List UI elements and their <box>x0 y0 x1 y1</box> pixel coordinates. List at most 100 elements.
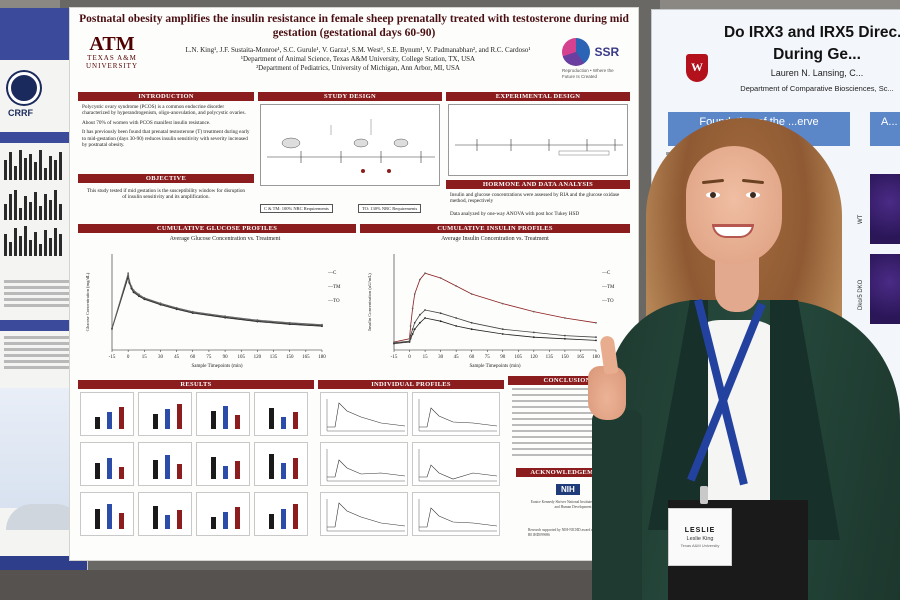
section-objective: OBJECTIVE <box>78 174 254 183</box>
data-point <box>411 328 414 331</box>
right-poster: Do IRX3 and IRX5 Direc... During Ge... W… <box>652 10 900 550</box>
result-bar <box>153 506 158 529</box>
result-bar <box>211 517 216 529</box>
data-point <box>501 328 504 331</box>
insulin-chart-title: Average Insulin Concentration vs. Treatm… <box>441 236 549 242</box>
result-bar <box>269 514 274 529</box>
result-bar-panel <box>196 492 250 536</box>
data-point <box>470 321 473 324</box>
texas-am-logo: ATM TEXAS A&M UNIVERSITY <box>80 34 144 70</box>
x-tick-label: -15 <box>391 355 398 360</box>
section-results: RESULTS <box>78 380 314 389</box>
data-point <box>393 341 395 343</box>
data-point <box>470 328 473 331</box>
data-point <box>321 323 323 326</box>
legend-entry: —C <box>601 271 611 276</box>
data-point <box>595 339 597 342</box>
individual-profile-panel <box>412 392 500 436</box>
crrf-logo-text: CRRF <box>8 108 33 118</box>
individual-profile-charts <box>320 392 504 542</box>
left-poster-section-band <box>0 132 87 143</box>
result-bar-panel <box>254 442 308 486</box>
result-bar-panel <box>80 392 134 436</box>
left-poster-cell-diagram <box>6 504 82 530</box>
result-bar-panel <box>138 392 192 436</box>
x-axis-label: Sample Timepoints (min) <box>469 364 520 369</box>
x-tick-label: 180 <box>318 355 326 360</box>
data-point <box>439 320 442 323</box>
section-introduction: INTRODUCTION <box>78 92 254 101</box>
label-wt: WT <box>858 214 864 224</box>
data-point <box>418 313 421 316</box>
result-bar <box>119 513 124 529</box>
left-poster-bar-chart <box>4 146 84 180</box>
right-poster-author: Lauren N. Lansing, C... <box>770 68 864 78</box>
left-poster-text-block <box>4 336 84 372</box>
introduction-text: Polycystic ovary syndrome (PCOS) is a co… <box>82 104 252 151</box>
data-point <box>439 277 442 279</box>
individual-profile-line <box>419 407 498 428</box>
series-line-tm <box>111 274 323 329</box>
hormone-analysis-text: Insulin and glucose concentrations were … <box>450 192 626 220</box>
result-bar-panel <box>80 492 134 536</box>
result-bar <box>177 404 182 429</box>
result-bar <box>281 463 286 479</box>
data-point <box>411 333 414 335</box>
ssr-tagline: Reproduction • Where the Future Is Creat… <box>562 68 614 79</box>
ssr-logo: SSR Reproduction • Where the Future Is C… <box>562 38 626 80</box>
right-poster-title: Do IRX3 and IRX5 Direc... During Ge... <box>723 24 900 63</box>
section-acknowledgements: ACKNOWLEDGEMENTS <box>516 468 626 477</box>
data-point <box>413 328 416 331</box>
data-point <box>564 337 566 340</box>
poster-title: Postnatal obesity amplifies the insulin … <box>79 13 629 39</box>
conclusions-text-lines <box>512 388 628 458</box>
data-point <box>411 307 414 310</box>
result-bar <box>269 454 274 479</box>
x-tick-label: 165 <box>577 355 585 360</box>
left-poster-bar-chart <box>4 222 84 256</box>
data-point <box>532 336 535 339</box>
result-bar <box>211 457 216 479</box>
requirement-box-c-tm: C & TM: 100% NRC Requirements <box>260 204 333 213</box>
study-design-timeline <box>267 119 435 173</box>
result-bar <box>281 509 286 529</box>
result-bar <box>293 412 298 429</box>
badge-first-name: LESLIE <box>684 527 716 534</box>
data-point <box>439 312 442 315</box>
conclusions-text <box>512 388 628 458</box>
x-tick-label: 120 <box>254 355 262 360</box>
individual-profile-panel <box>412 442 500 486</box>
result-bar <box>107 458 112 479</box>
series-line-tm <box>393 309 597 344</box>
data-point <box>532 331 535 334</box>
requirement-box-to: TO: 130% NRC Requirements <box>358 204 422 213</box>
result-bar <box>177 510 182 529</box>
data-point <box>143 296 146 299</box>
funding-statement: Research supported by NIH-NICHD award nu… <box>528 528 603 537</box>
badge-institution: Texas A&M University <box>680 543 720 548</box>
floor <box>0 570 900 600</box>
legend-entry: —TO <box>601 299 614 304</box>
data-point <box>424 317 426 319</box>
uw-crest-icon: W <box>686 54 708 82</box>
left-poster-bar-chart <box>4 186 84 220</box>
x-tick-label: 15 <box>423 355 429 360</box>
study-design-diagram <box>260 104 440 186</box>
legend-entry: —C <box>327 271 337 276</box>
data-point <box>130 285 133 288</box>
data-point <box>413 321 416 324</box>
data-point <box>127 272 130 275</box>
y-axis-label: Insulin Concentration (uU/mL) <box>367 273 372 331</box>
section-hormone-analysis: HORMONE AND DATA ANALYSIS <box>446 180 630 189</box>
data-point <box>409 325 412 327</box>
affiliation-1: ¹Department of Animal Science, Texas A&M… <box>240 55 476 63</box>
insulin-line-chart: -15 0 15 30 45 60 75 90 105 120 135 150 165 180 Insuli… <box>367 254 615 369</box>
result-bar <box>165 515 170 529</box>
data-point <box>424 272 426 275</box>
data-point <box>595 336 597 339</box>
result-bar <box>269 408 274 429</box>
right-poster-text <box>666 152 756 194</box>
data-point <box>288 321 291 324</box>
data-point <box>224 315 226 318</box>
label-dko: Dko/5 DKO <box>858 279 864 310</box>
